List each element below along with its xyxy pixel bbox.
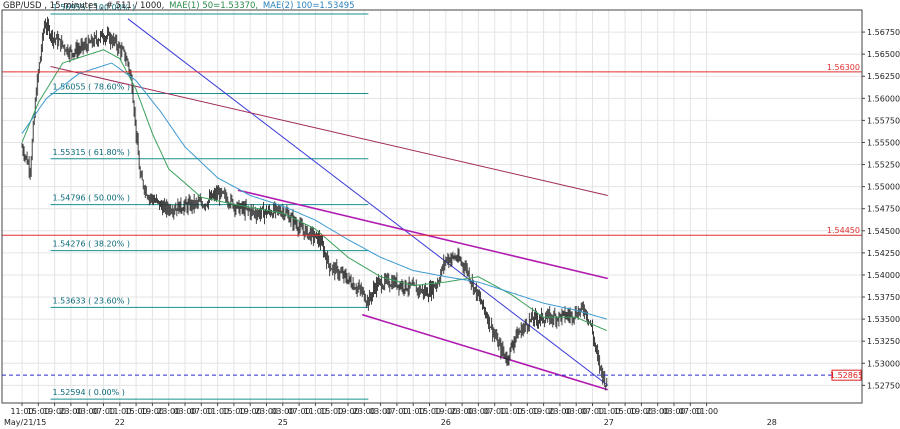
x-tick-label: 23:00: [59, 407, 82, 416]
ma100-line: [21, 62, 607, 320]
x-tick-label: 03:00: [467, 407, 490, 416]
x-tick-label: 11:00: [10, 407, 33, 416]
x-date-label: May/21/15: [4, 418, 46, 427]
y-tick-label: 1.52750: [867, 381, 900, 390]
x-tick-label: 07:00: [190, 407, 213, 416]
y-tick-label: 1.54250: [867, 249, 900, 258]
x-tick-label: 19:00: [43, 407, 66, 416]
x-date-label: 22: [115, 418, 125, 427]
x-tick-label: 23:00: [255, 407, 278, 416]
x-tick-label: 15:00: [27, 407, 50, 416]
resistance-level-label: 1.56300: [827, 63, 860, 72]
y-tick-label: 1.56000: [867, 94, 900, 103]
x-tick-label: 15:00: [222, 407, 245, 416]
fib-level-label: 1.54276 ( 38.20% ): [53, 240, 130, 249]
blue-downtrend-line: [127, 18, 609, 386]
x-tick-label: 15:00: [516, 407, 539, 416]
x-tick-label: 19:00: [239, 407, 262, 416]
x-tick-label: 15:00: [320, 407, 343, 416]
resistance-level-label: 1.54450: [827, 226, 860, 235]
x-tick-label: 19:00: [141, 407, 164, 416]
x-tick-label: 23:00: [548, 407, 571, 416]
y-tick-label: 1.53000: [867, 359, 900, 368]
x-tick-label: 07:00: [385, 407, 408, 416]
x-tick-label: 03:00: [369, 407, 392, 416]
current-price-box: [831, 369, 862, 381]
fib-level-label: 1.53633 ( 23.60% ): [53, 296, 130, 305]
x-tick-label: 07:00: [581, 407, 604, 416]
plot-border: [1, 9, 863, 404]
x-date-label: 27: [604, 418, 614, 427]
y-tick-label: 1.56750: [867, 28, 900, 37]
y-tick-label: 1.53250: [867, 337, 900, 346]
grid: [2, 10, 862, 403]
x-tick-label: 23:00: [451, 407, 474, 416]
x-tick-label: 07:00: [288, 407, 311, 416]
x-tick-label: 03:00: [565, 407, 588, 416]
x-tick-label: 11:00: [304, 407, 327, 416]
fibonacci-levels: 1.56955 ( 100.00% ) 1.56055 ( 78.60% ) 1.5…: [50, 3, 369, 400]
x-date-label: 26: [441, 418, 451, 427]
y-tick-label: 1.55500: [867, 138, 900, 147]
y-tick-label: 1.54000: [867, 271, 900, 280]
x-date-label: 25: [278, 418, 288, 427]
trend-lines: [50, 18, 609, 391]
resistance-levels: 1.56300 1.54450 1.52865: [2, 63, 863, 381]
x-tick-label: 07:00: [92, 407, 115, 416]
ma50-line: [21, 49, 607, 332]
candles: [21, 16, 608, 391]
x-tick-label: 03:00: [271, 407, 294, 416]
x-tick-label: 03:00: [173, 407, 196, 416]
channel-lower-line: [362, 313, 609, 391]
ma50-readout: MAE(1) 50=1.53370,: [169, 1, 259, 11]
x-tick-label: 11:00: [499, 407, 522, 416]
fib-level-label: 1.56955 ( 100.00% ): [53, 3, 136, 12]
x-tick-label: 07:00: [483, 407, 506, 416]
x-tick-label: 23:00: [646, 407, 669, 416]
x-tick-label: 03:00: [76, 407, 99, 416]
fib-level-label: 1.55315 ( 61.80% ): [53, 148, 130, 157]
y-tick-label: 1.55250: [867, 161, 900, 170]
fib-level-label: 1.56055 ( 78.60% ): [53, 82, 130, 91]
ma100-readout: MAE(2) 100=1.53495: [262, 1, 355, 11]
plot-frame: [1, 9, 863, 404]
y-tick-label: 1.54500: [867, 227, 900, 236]
x-axis: 11:0015:0019:0023:0003:0007:0011:0015:00…: [4, 403, 777, 427]
fib-level-label: 1.54796 ( 50.00% ): [53, 194, 130, 203]
fib-level-label: 1.52594 ( 0.00% ): [53, 388, 125, 397]
x-date-label: 28: [767, 418, 777, 427]
x-tick-label: 19:00: [630, 407, 653, 416]
y-tick-label: 1.56500: [867, 50, 900, 59]
y-tick-label: 1.56250: [867, 72, 900, 81]
x-tick-label: 23:00: [157, 407, 180, 416]
channel-upper-line: [237, 189, 608, 280]
x-tick-label: 11:00: [206, 407, 229, 416]
y-tick-label: 1.54750: [867, 205, 900, 214]
symbol-info: GBP/USD , 15 minutes , # 511 / 1000,: [3, 1, 165, 11]
x-tick-label: 19:00: [434, 407, 457, 416]
y-tick-label: 1.53750: [867, 293, 900, 302]
x-tick-label: 15:00: [125, 407, 148, 416]
y-axis: 1.56750 1.56500 1.56250 1.56000 1.55750 1.555…: [862, 28, 900, 390]
chart-header: GBP/USD , 15 minutes , # 511 / 1000, MAE…: [3, 1, 357, 11]
x-tick-label: 19:00: [336, 407, 359, 416]
x-tick-label: 11:00: [108, 407, 131, 416]
x-tick-label: 15:00: [418, 407, 441, 416]
x-tick-label: 11:00: [597, 407, 620, 416]
x-tick-label: 07:00: [679, 407, 702, 416]
y-tick-label: 1.55000: [867, 183, 900, 192]
current-price-label: 1.52865: [830, 371, 863, 380]
x-tick-label: 19:00: [532, 407, 555, 416]
x-tick-label: 11:00: [402, 407, 425, 416]
x-tick-label: 15:00: [614, 407, 637, 416]
moving-averages: [21, 49, 607, 332]
x-tick-label: 11:00: [695, 407, 718, 416]
y-tick-label: 1.55750: [867, 116, 900, 125]
x-tick-label: 03:00: [662, 407, 685, 416]
x-tick-label: 23:00: [353, 407, 376, 416]
maroon-downtrend-line: [50, 66, 608, 196]
y-tick-label: 1.53500: [867, 315, 900, 324]
